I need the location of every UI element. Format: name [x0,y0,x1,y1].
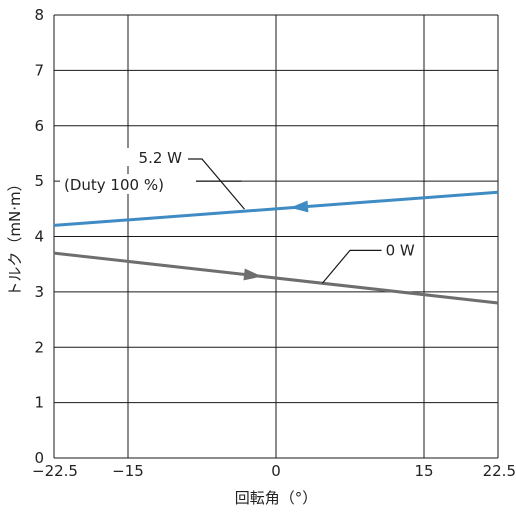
y-tick-label: 4 [34,228,44,246]
grid [53,14,499,459]
y-tick-label: 2 [34,338,44,356]
series-line-0 [53,190,499,227]
leader-line-1 [321,249,382,284]
series-arrow-1 [243,268,262,281]
series-arrow-0 [290,200,309,213]
x-tick-label: −22.5 [32,462,78,480]
x-tick-label: 15 [414,462,433,480]
label-bg-0a [118,148,188,166]
series-label-0: 5.2 W [139,149,183,167]
y-tick-label: 1 [34,394,44,412]
series-line-1 [53,251,499,305]
y-tick-label: 6 [34,117,44,135]
y-axis-label: トルク（mN·m） [6,176,24,296]
x-tick-label: −15 [112,462,144,480]
x-tick-label: 22.5 [483,462,516,480]
y-tick-label: 3 [34,283,44,301]
y-tick-label: 5 [34,172,44,190]
series-sublabel-0: (Duty 100 %) [64,176,164,194]
tick-labels: 0 1 2 3 4 5 6 7 8 −22.5 −15 0 15 22.5 [32,6,516,480]
series-label-1: 0 W [386,241,415,259]
label-bg-1 [383,240,418,261]
x-tick-label: 0 [271,462,281,480]
y-tick-label: 7 [34,61,44,79]
series-annotations: 5.2 W (Duty 100 %) 0 W [60,148,418,284]
series-lines [53,190,499,305]
y-tick-label: 8 [34,6,44,24]
y-tick-label: 0 [34,449,44,467]
x-axis-label: 回転角（°） [235,489,318,507]
label-bg-0b [60,174,196,194]
